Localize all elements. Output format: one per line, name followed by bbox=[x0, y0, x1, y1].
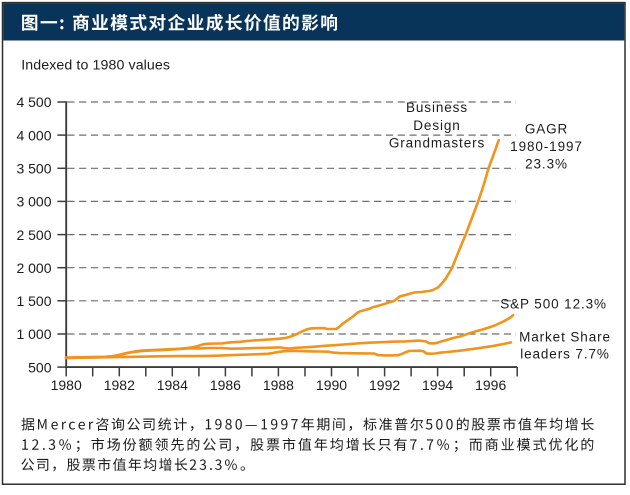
svg-text:1996: 1996 bbox=[475, 377, 506, 393]
svg-text:1988: 1988 bbox=[263, 377, 294, 393]
svg-text:500: 500 bbox=[28, 359, 52, 375]
svg-text:Design: Design bbox=[413, 118, 460, 133]
svg-text:4 500: 4 500 bbox=[16, 94, 51, 110]
svg-text:1 000: 1 000 bbox=[16, 326, 51, 342]
svg-text:Business: Business bbox=[406, 100, 468, 115]
svg-text:1994: 1994 bbox=[422, 377, 453, 393]
svg-text:1 500: 1 500 bbox=[16, 293, 51, 309]
svg-text:3 500: 3 500 bbox=[16, 161, 51, 177]
svg-text:1992: 1992 bbox=[369, 377, 400, 393]
svg-text:2 500: 2 500 bbox=[16, 227, 51, 243]
svg-text:Grandmasters: Grandmasters bbox=[389, 135, 485, 150]
svg-text:leaders 7.7%: leaders 7.7% bbox=[520, 346, 610, 361]
svg-text:3 000: 3 000 bbox=[16, 194, 51, 210]
svg-text:1990: 1990 bbox=[316, 377, 347, 393]
svg-text:1984: 1984 bbox=[157, 377, 188, 393]
svg-text:2 000: 2 000 bbox=[16, 260, 51, 276]
svg-text:S&P 500 12.3%: S&P 500 12.3% bbox=[500, 297, 607, 312]
svg-text:1982: 1982 bbox=[104, 377, 135, 393]
svg-text:GAGR: GAGR bbox=[525, 121, 568, 136]
svg-text:Indexed to 1980 values: Indexed to 1980 values bbox=[21, 58, 170, 74]
svg-text:Market Share: Market Share bbox=[519, 330, 611, 345]
svg-text:23.3%: 23.3% bbox=[525, 156, 568, 171]
svg-text:1980-1997: 1980-1997 bbox=[510, 139, 583, 154]
svg-text:1980: 1980 bbox=[51, 377, 82, 393]
svg-text:4 000: 4 000 bbox=[16, 127, 51, 143]
svg-text:1986: 1986 bbox=[210, 377, 241, 393]
